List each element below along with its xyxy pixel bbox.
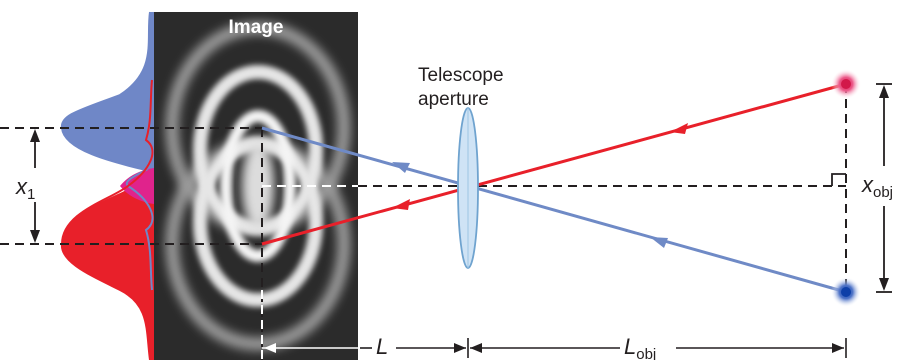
dashed-guides [0,84,847,360]
red-source [841,79,851,89]
L-arrow-left [264,343,276,353]
xobj-label: xobj [861,172,893,201]
aperture-label-line1: Telescope [418,65,504,86]
Lobj-arrow-left [470,343,482,353]
L-arrow-right [454,343,466,353]
right-angle-marker [831,173,846,186]
upper-profile-outline [60,11,154,291]
blue-ray [261,126,847,294]
red-ray-arrow-left [392,199,410,210]
blue-ray-arrow-left [392,162,410,173]
telescope-aperture-lens [457,107,479,269]
central-lobe [220,110,296,262]
x1-label: x1 [15,174,35,203]
x1-arrow-bottom [30,230,40,243]
x1-arrow-top [30,129,40,142]
L-label: L [376,334,388,359]
red-ray [261,82,847,246]
intensity-profiles [60,11,154,360]
aperture-label-line2: aperture [418,89,489,110]
xobj-arrow-top [879,85,889,98]
ray-arrows [392,123,688,248]
upper-intensity-profile [61,12,154,170]
blue-source [841,287,851,297]
L-dimension [262,338,469,358]
rays [261,82,847,294]
point-sources [831,69,861,307]
Lobj-arrow-right [832,343,844,353]
overlap-region [120,168,154,204]
xobj-arrow-bottom [879,278,889,291]
lower-intensity-profile [61,186,154,360]
Lobj-dimension [470,338,847,358]
lower-profile-outline [60,79,154,360]
blue-ray-arrow-right [650,237,668,248]
Lobj-label: Lobj [624,334,656,360]
xobj-label-bg [858,166,908,206]
red-ray-arrow-right [670,123,688,134]
x1-label-bg [14,168,46,202]
image-title: Image [229,17,284,38]
